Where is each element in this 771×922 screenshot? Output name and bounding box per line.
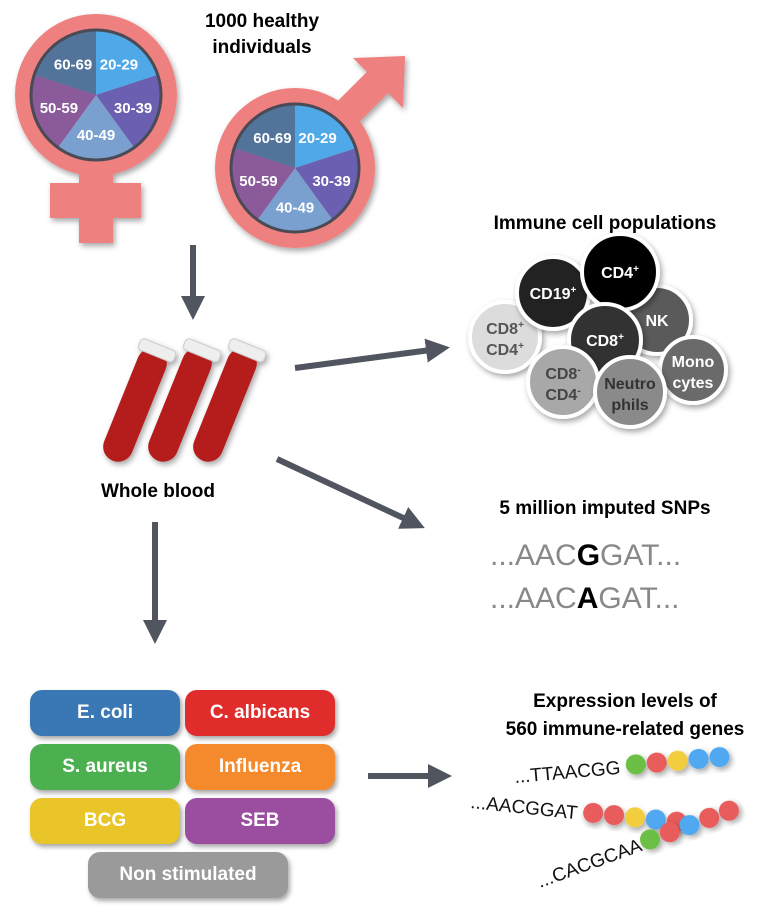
cohort-title-line2: individuals [212, 37, 311, 58]
immune-cell: CD8+ CD4+ [468, 300, 542, 374]
age-label: 40-49 [77, 127, 115, 144]
svg-text:NK: NK [645, 313, 669, 330]
pie-slice-40-49 [257, 168, 333, 233]
expression-bead [699, 807, 720, 828]
svg-text:CD19+: CD19+ [530, 285, 577, 303]
age-label: 20-29 [100, 56, 138, 73]
pie-slice-60-69 [234, 104, 295, 168]
snp-title: 5 million imputed SNPs [499, 498, 710, 519]
immune-cell: Mono cytes [658, 335, 728, 405]
snp-sequence-2: ...AACAGAT... [490, 582, 680, 615]
expression-bead [718, 800, 739, 821]
expression-bead [645, 809, 666, 830]
expression-title-line1: Expression levels of [533, 691, 717, 712]
arrow-blood-to-cells [294, 338, 450, 371]
svg-text:cytes: cytes [673, 375, 714, 392]
gene-row: ...AACGGAT [469, 792, 687, 832]
expression-bead [679, 815, 700, 836]
svg-text:CD4+: CD4+ [601, 264, 639, 282]
snp-sequence-1: ...AACGGAT... [490, 539, 681, 572]
expression-bead [659, 822, 680, 843]
expression-bead [646, 752, 667, 773]
expression-bead [667, 750, 688, 771]
svg-text:...TTAACGG: ...TTAACGG [514, 758, 622, 788]
stimulus-influenza: Influenza [185, 744, 335, 790]
age-label: 40-49 [276, 199, 314, 216]
age-label: 50-59 [239, 173, 277, 190]
svg-text:phils: phils [611, 397, 648, 414]
blood-tubes-icon [103, 338, 267, 462]
age-label: 30-39 [114, 100, 152, 117]
pie-slice-50-59 [31, 74, 97, 148]
expression-bead [625, 754, 646, 775]
cohort-title-line1: 1000 healthy [205, 11, 319, 32]
immune-cells: CD8+ CD4+ CD19+ NK CD4+ CD8+ CD8- CD4- Mono cytes… [468, 232, 728, 429]
snp-variant-1: G [577, 539, 600, 572]
gene-row: ...TTAACGG [514, 747, 730, 788]
stimulus-c-albicans: C. albicans [185, 690, 335, 736]
svg-text:CD8+: CD8+ [586, 332, 624, 350]
pie-slice-30-39 [96, 74, 162, 148]
female-age-pie: 20-29 30-39 40-49 50-59 60-69 [29, 28, 163, 162]
age-label: 50-59 [40, 100, 78, 117]
svg-text:CD4-: CD4- [545, 386, 580, 404]
expression-bead [688, 748, 709, 769]
male-age-pie: 20-29 30-39 40-49 50-59 60-69 [229, 102, 361, 234]
svg-text:...AACGGAT: ...AACGGAT [469, 792, 578, 824]
immune-cell: CD4+ [580, 232, 660, 312]
svg-text:Neutro: Neutro [604, 376, 656, 393]
stimulus-bcg: BCG [30, 798, 180, 844]
whole-blood-label: Whole blood [101, 481, 215, 502]
stimulus-seb: SEB [185, 798, 335, 844]
stimulus-e-coli: E. coli [30, 690, 180, 736]
svg-text:CD8+: CD8+ [486, 320, 524, 338]
age-label: 60-69 [253, 130, 291, 147]
svg-text:Mono: Mono [672, 354, 715, 371]
snp-variant-2: A [577, 582, 599, 615]
expression-bead [709, 747, 730, 768]
age-label: 60-69 [54, 56, 92, 73]
expression-bead [604, 805, 625, 826]
age-label: 20-29 [298, 130, 336, 147]
immune-cell: Neutro phils [593, 355, 667, 429]
pie-slice-50-59 [231, 148, 295, 220]
expression-bead [640, 829, 661, 850]
expression-bead [624, 807, 645, 828]
pie-slice-20-29 [295, 104, 356, 168]
stimulus-non-stimulated: Non stimulated [88, 852, 288, 898]
svg-text:...CACGCAA: ...CACGCAA [535, 835, 646, 892]
gene-expression-rows: ...TTAACGG ...AACGGAT ...CACGCAA [469, 747, 739, 893]
expression-bead [583, 802, 604, 823]
immune-title: Immune cell populations [494, 213, 717, 234]
age-label: 30-39 [312, 173, 350, 190]
svg-text:CD4+: CD4+ [486, 341, 524, 359]
svg-text:CD8-: CD8- [545, 365, 580, 383]
pie-slice-40-49 [57, 95, 135, 160]
immune-cell: CD8- CD4- [526, 345, 600, 419]
expression-title-line2: 560 immune-related genes [506, 719, 745, 740]
stimulus-s-aureus: S. aureus [30, 744, 180, 790]
arrows [143, 245, 452, 788]
pie-slice-60-69 [34, 30, 96, 95]
arrow-blood-to-snps [275, 456, 425, 529]
pie-slice-30-39 [295, 148, 359, 220]
pie-slice-20-29 [96, 30, 158, 95]
